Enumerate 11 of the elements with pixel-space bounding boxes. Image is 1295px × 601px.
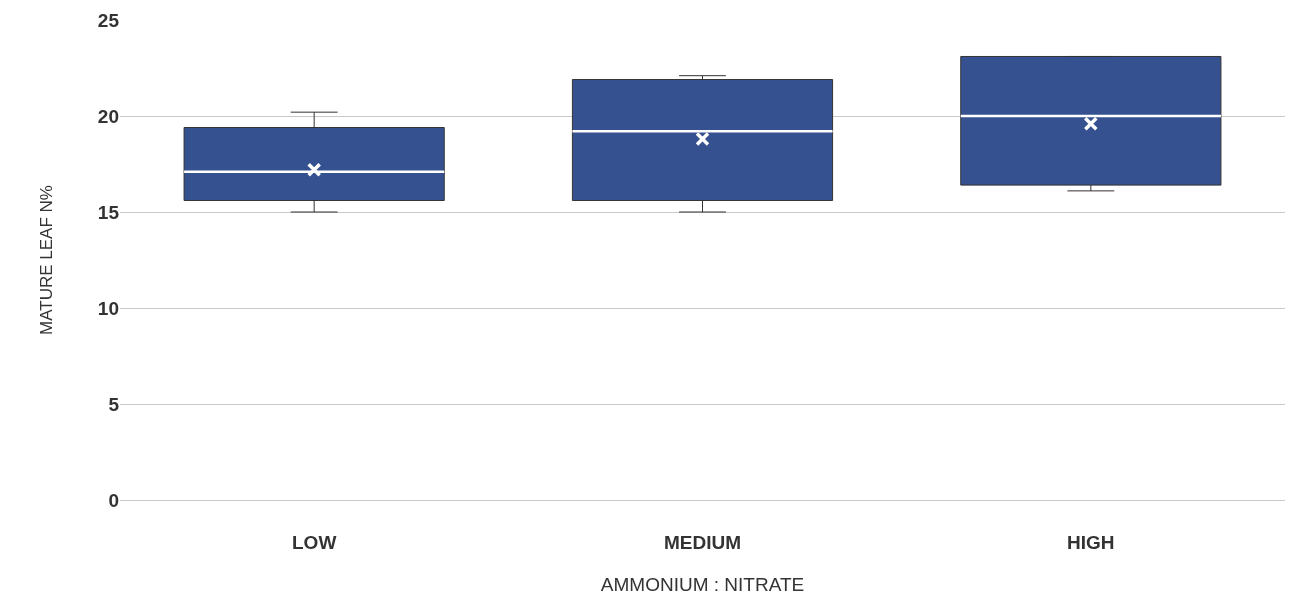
x-tick-label: LOW — [292, 531, 337, 553]
y-axis-title: MATURE LEAF N% — [37, 185, 57, 335]
y-tick-label: 5 — [108, 393, 120, 415]
y-tick-label: 0 — [108, 489, 119, 511]
x-tick-label: MEDIUM — [663, 531, 742, 553]
x-axis-title: AMMONIUM : NITRATE — [600, 573, 805, 595]
x-tick-label: HIGH — [1067, 531, 1115, 553]
y-tick-label: 25 — [97, 9, 120, 31]
y-tick-label: 20 — [97, 105, 119, 127]
y-tick-label: 15 — [97, 201, 120, 223]
y-tick-label: 10 — [97, 297, 119, 319]
